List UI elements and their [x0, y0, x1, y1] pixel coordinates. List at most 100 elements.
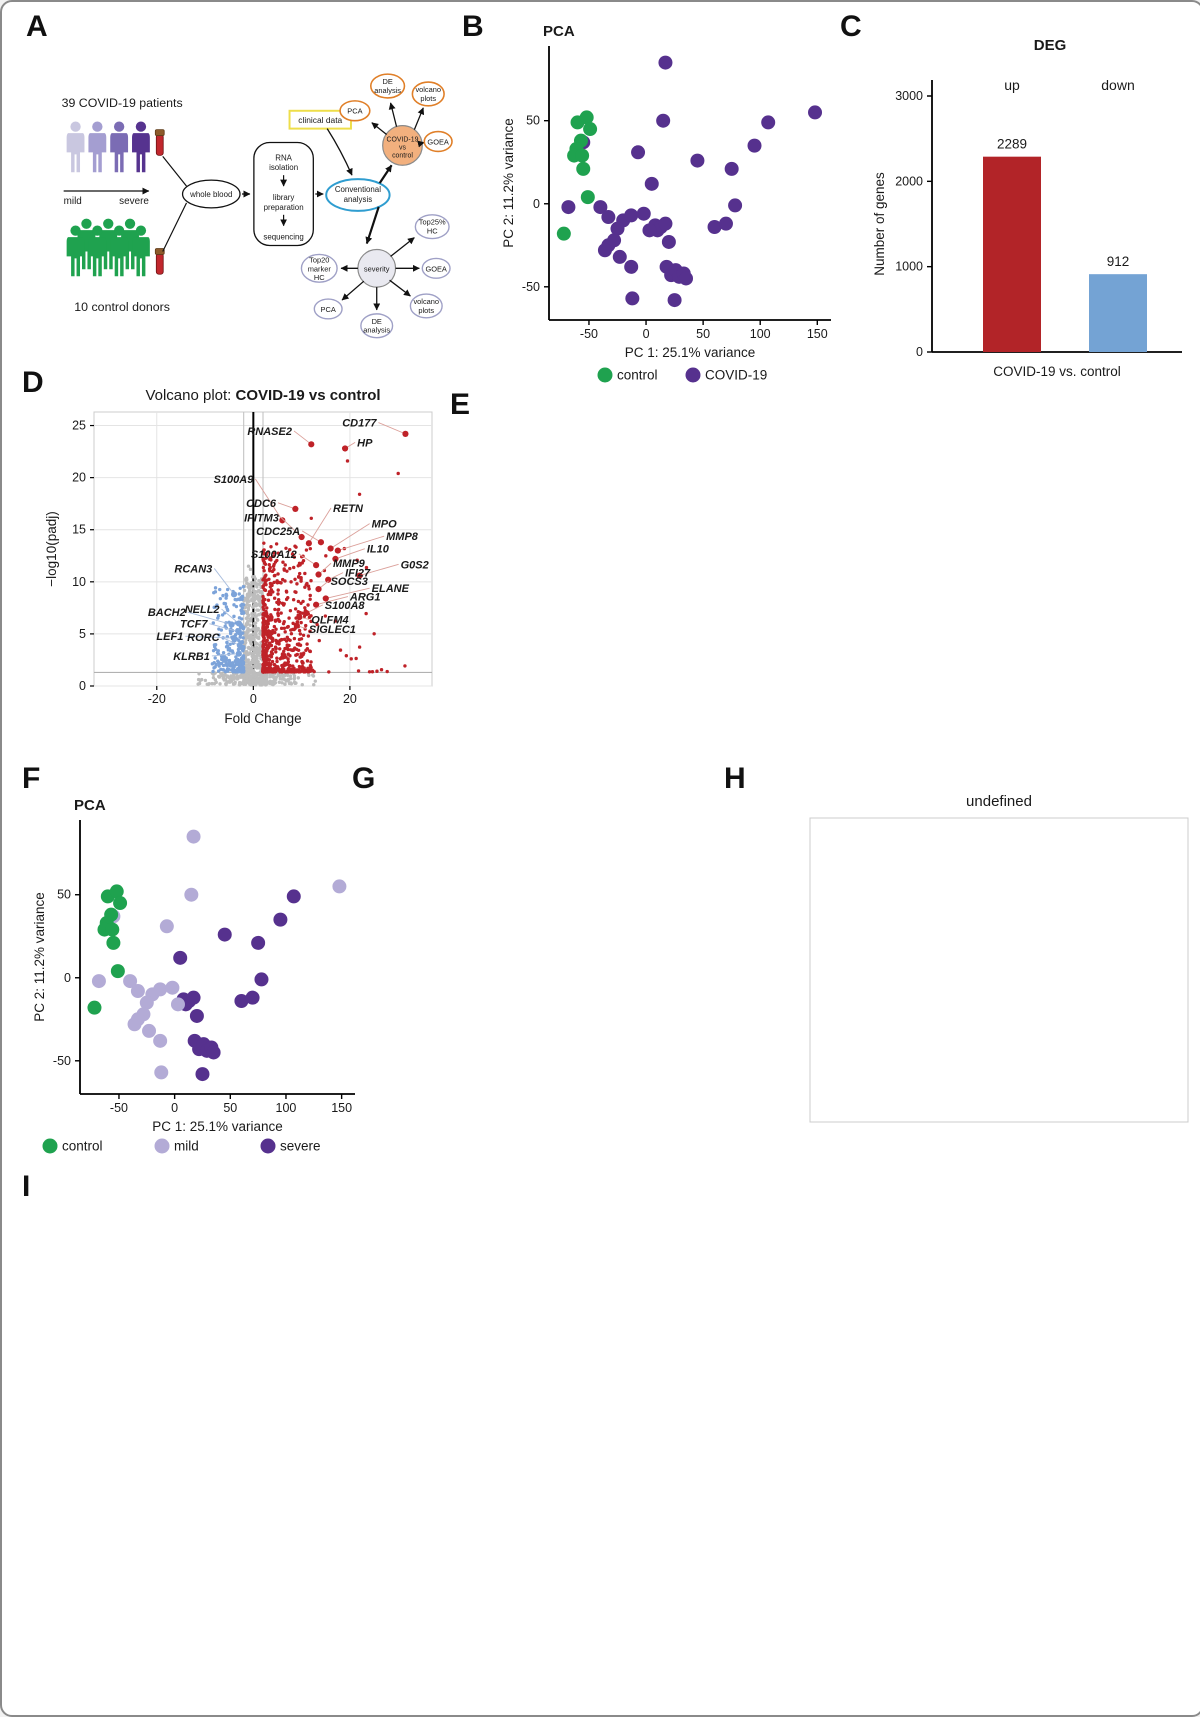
data-point — [224, 592, 228, 597]
data-point — [273, 607, 277, 612]
data-point — [303, 571, 307, 576]
x-tick-label: 150 — [807, 327, 828, 341]
y-tick-label: 1000 — [895, 260, 923, 274]
satellite-volcano-plots — [409, 293, 443, 319]
data-point — [292, 627, 296, 632]
data-point — [229, 661, 233, 666]
data-point — [272, 574, 277, 578]
hub-label: COVID-19 — [387, 136, 419, 143]
data-point — [276, 572, 280, 576]
data-point — [262, 602, 267, 607]
data-point — [624, 208, 639, 223]
data-point — [308, 597, 312, 602]
y-axis-title: PC 2: 11.2% variance — [501, 118, 516, 248]
data-point — [274, 646, 278, 651]
legend-label: control — [62, 1139, 103, 1154]
data-point — [210, 681, 214, 686]
data-point — [212, 660, 216, 665]
data-point — [312, 669, 316, 674]
data-point — [216, 649, 220, 653]
data-point — [218, 587, 222, 592]
data-point — [264, 660, 269, 665]
data-point — [308, 629, 312, 633]
upregulated-points — [261, 459, 407, 674]
data-point — [241, 636, 245, 640]
data-point — [269, 588, 274, 592]
x-tick-label: 20 — [343, 692, 357, 706]
data-point — [239, 625, 243, 630]
data-point — [306, 603, 310, 607]
data-point — [223, 672, 227, 677]
data-point — [246, 645, 251, 650]
data-point — [298, 655, 303, 659]
data-point — [250, 575, 255, 579]
severe-label: severe — [119, 196, 149, 207]
data-point — [272, 580, 276, 585]
gene-label: G0S2 — [401, 559, 429, 571]
data-point — [375, 669, 379, 673]
data-point — [245, 650, 249, 654]
data-point — [244, 637, 248, 641]
satellite-label: plots — [420, 94, 436, 103]
x-tick-label: 50 — [223, 1101, 237, 1115]
data-point — [234, 604, 239, 609]
panel-label-d: D — [22, 366, 44, 399]
data-point — [327, 670, 331, 674]
data-point — [303, 606, 307, 610]
data-point — [223, 655, 227, 659]
data-point — [186, 990, 201, 1005]
data-point — [268, 565, 272, 570]
data-point — [259, 675, 264, 680]
data-point — [274, 650, 278, 654]
gene-leader-line — [221, 636, 241, 646]
gene-point — [308, 441, 315, 448]
data-point — [293, 577, 297, 581]
gene-point — [236, 642, 243, 649]
satellite-de-analysis — [360, 313, 394, 339]
data-point — [218, 596, 223, 601]
x-axis-title: Fold Change — [224, 711, 301, 726]
data-point — [253, 597, 257, 602]
data-point — [625, 291, 640, 306]
data-point — [267, 642, 271, 647]
legend-label: mild — [174, 1139, 199, 1154]
whole-blood-label: whole blood — [189, 190, 232, 199]
data-point — [197, 672, 201, 676]
data-point — [261, 551, 265, 555]
data-point — [280, 681, 284, 685]
data-point — [213, 656, 217, 660]
hub-label: vs — [399, 144, 406, 151]
data-point — [234, 655, 238, 659]
data-point — [283, 630, 287, 634]
data-point — [644, 176, 659, 191]
data-point — [287, 616, 291, 620]
gene-point — [332, 555, 339, 562]
x-tick-label: 100 — [276, 1101, 297, 1115]
y-tick-label: 25 — [72, 419, 86, 433]
data-point — [283, 563, 287, 567]
pca-points-mild — [91, 829, 347, 1080]
gene-point — [315, 571, 322, 578]
data-point — [238, 674, 243, 678]
satellite-label: DE — [372, 317, 382, 326]
data-point — [242, 588, 247, 593]
satellite-label: analysis — [363, 326, 390, 335]
legend-dot — [260, 1138, 276, 1154]
data-point — [309, 516, 313, 520]
plot-border — [809, 817, 1189, 1123]
data-point — [275, 558, 279, 563]
data-point — [295, 659, 299, 663]
data-point — [285, 646, 290, 650]
data-point — [205, 682, 209, 686]
data-point — [276, 598, 281, 602]
data-point — [312, 683, 316, 687]
satellite-label: Top25% — [419, 218, 446, 227]
data-point — [344, 654, 349, 658]
data-point — [612, 249, 627, 264]
data-point — [236, 647, 241, 652]
data-point — [298, 632, 303, 636]
data-point — [247, 613, 251, 617]
gene-leader-line — [301, 530, 322, 543]
y-tick-label: 2000 — [895, 174, 923, 188]
data-point — [273, 663, 277, 667]
